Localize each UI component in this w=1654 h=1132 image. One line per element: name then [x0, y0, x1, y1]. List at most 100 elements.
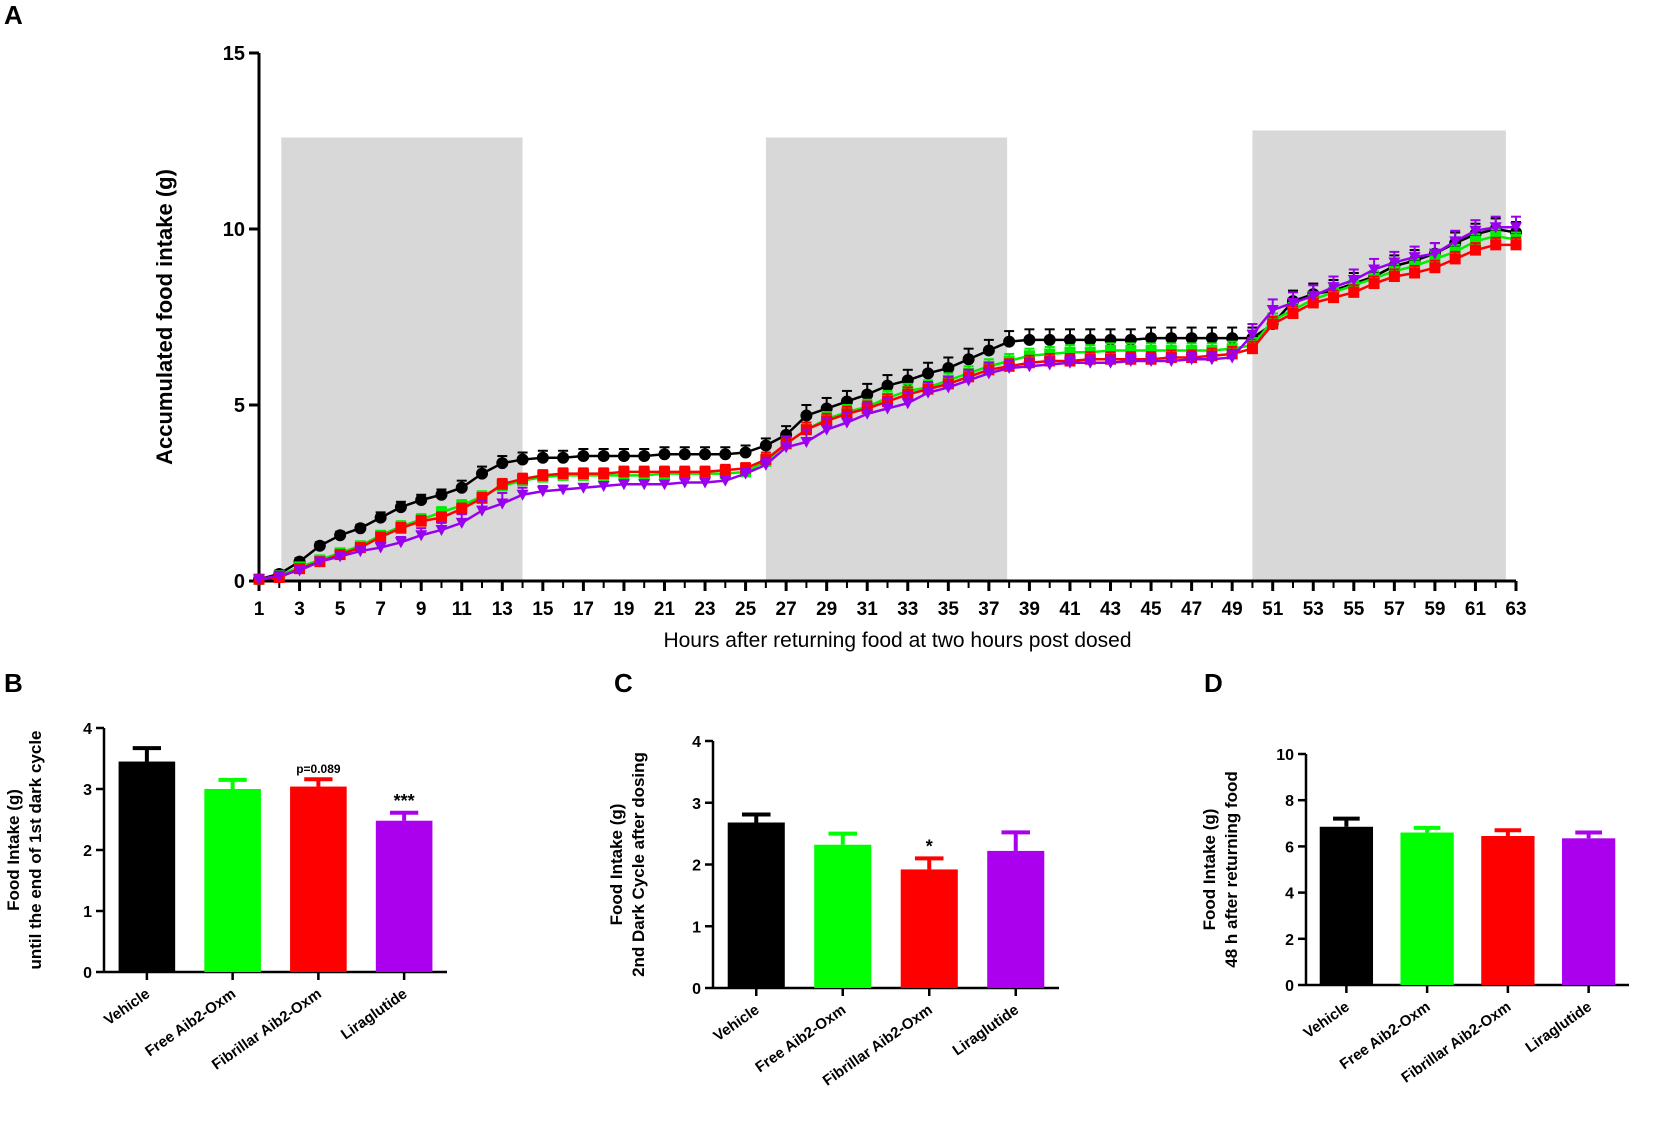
data-point-fibrillar-aib2-oxm: [557, 468, 569, 480]
panel-letter-a: A: [4, 0, 23, 30]
data-point-liraglutide: [699, 477, 712, 489]
data-point-liraglutide: [1226, 352, 1239, 364]
panel-letter-d: D: [1204, 668, 1223, 698]
data-point-fibrillar-aib2-oxm: [1267, 318, 1279, 330]
category-label: Vehicle: [710, 1001, 762, 1045]
data-point-vehicle: [1165, 332, 1178, 345]
y-tick-label: 2: [83, 843, 92, 860]
data-point-fibrillar-aib2-oxm: [638, 466, 650, 478]
category-label: Liraglutide: [338, 985, 411, 1043]
data-point-liraglutide: [273, 570, 286, 582]
data-point-vehicle: [415, 494, 428, 507]
data-point-fibrillar-aib2-oxm: [1368, 278, 1380, 290]
bar-fibrillar-aib2-oxm: [900, 869, 958, 988]
y-tick-label: 0: [692, 981, 701, 998]
data-point-fibrillar-aib2-oxm: [1307, 297, 1319, 309]
bar-free-aib2-oxm: [814, 844, 872, 988]
data-point-liraglutide: [1165, 356, 1178, 367]
data-point-fibrillar-aib2-oxm: [1287, 307, 1299, 319]
data-point-liraglutide: [678, 477, 691, 489]
data-point-liraglutide: [1266, 304, 1279, 316]
data-point-fibrillar-aib2-oxm: [699, 466, 711, 478]
y-tick-label: 1: [83, 904, 92, 921]
data-point-vehicle: [516, 453, 529, 466]
data-point-liraglutide: [1145, 356, 1158, 367]
data-point-liraglutide: [1286, 297, 1299, 309]
x-tick-label: 9: [416, 599, 427, 620]
data-point-vehicle: [435, 488, 448, 501]
data-point-liraglutide: [942, 382, 955, 394]
data-point-vehicle: [982, 344, 995, 357]
data-point-fibrillar-aib2-oxm: [618, 466, 630, 478]
data-point-fibrillar-aib2-oxm: [577, 468, 589, 480]
data-point-vehicle: [780, 428, 793, 441]
data-point-liraglutide: [293, 565, 306, 577]
data-point-vehicle: [719, 448, 732, 461]
data-point-fibrillar-aib2-oxm: [395, 522, 407, 534]
bar-fibrillar-aib2-oxm: [290, 786, 347, 972]
data-point-liraglutide: [719, 475, 732, 487]
x-tick-label: 55: [1343, 599, 1365, 620]
data-point-free-aib2-oxm: [1490, 230, 1502, 242]
x-tick-label: 11: [452, 599, 473, 620]
data-point-liraglutide: [455, 517, 468, 529]
dark-cycle-shading-1: [281, 137, 523, 582]
y-axis-title-line-1: Food Intake (g): [607, 804, 626, 926]
x-tick-label: 63: [1505, 599, 1526, 620]
data-point-vehicle: [1145, 332, 1158, 345]
x-tick-label: 1: [254, 599, 265, 620]
data-point-liraglutide: [1347, 275, 1360, 287]
data-point-fibrillar-aib2-oxm: [1510, 239, 1522, 251]
data-point-liraglutide: [638, 479, 651, 491]
x-tick-label: 13: [492, 599, 513, 620]
data-point-vehicle: [617, 450, 630, 463]
x-tick-label: 57: [1384, 599, 1405, 620]
bar-vehicle: [1319, 826, 1374, 985]
data-point-liraglutide: [1449, 236, 1462, 248]
data-point-liraglutide: [1368, 264, 1381, 276]
data-point-liraglutide: [982, 368, 995, 380]
data-point-vehicle: [1023, 333, 1036, 346]
x-tick-label: 53: [1303, 599, 1324, 620]
data-point-fibrillar-aib2-oxm: [1469, 244, 1481, 256]
x-tick-label: 19: [613, 599, 634, 620]
data-point-liraglutide: [901, 398, 914, 410]
y-tick-label: 0: [234, 571, 245, 593]
y-tick-label: 3: [692, 796, 701, 813]
x-tick-label: 33: [897, 599, 918, 620]
y-tick-label: 8: [1285, 793, 1294, 810]
data-point-liraglutide: [354, 546, 367, 558]
x-tick-label: 7: [375, 599, 386, 620]
data-point-fibrillar-aib2-oxm: [679, 466, 691, 478]
bar-free-aib2-oxm: [204, 789, 261, 972]
data-point-liraglutide: [658, 479, 671, 491]
y-axis-title-line-1: Food Intake (g): [1200, 809, 1219, 931]
data-point-vehicle: [536, 451, 549, 464]
x-tick-label: 37: [978, 599, 999, 620]
data-point-liraglutide: [1408, 252, 1421, 264]
x-tick-label: 29: [816, 599, 837, 620]
data-point-fibrillar-aib2-oxm: [537, 469, 549, 481]
data-point-free-aib2-oxm: [1125, 344, 1137, 356]
data-point-fibrillar-aib2-oxm: [1429, 262, 1441, 274]
x-tick-label: 61: [1465, 599, 1487, 620]
data-point-liraglutide: [1124, 356, 1137, 367]
data-point-vehicle: [800, 409, 813, 422]
significance-label: *: [926, 836, 933, 856]
data-point-fibrillar-aib2-oxm: [496, 478, 508, 490]
data-point-liraglutide: [1327, 282, 1340, 294]
data-point-vehicle: [678, 448, 691, 461]
data-point-liraglutide: [496, 498, 509, 510]
data-point-liraglutide: [881, 403, 894, 415]
data-point-liraglutide: [394, 537, 407, 549]
data-point-liraglutide: [1023, 361, 1036, 373]
data-point-vehicle: [638, 450, 651, 463]
bar-liraglutide: [1561, 838, 1616, 985]
y-tick-label: 4: [692, 734, 701, 751]
x-tick-label: 45: [1140, 599, 1162, 620]
data-point-liraglutide: [617, 479, 630, 491]
y-tick-label: 4: [83, 721, 92, 738]
data-point-fibrillar-aib2-oxm: [1490, 239, 1502, 251]
panel-letter-b: B: [4, 668, 23, 698]
